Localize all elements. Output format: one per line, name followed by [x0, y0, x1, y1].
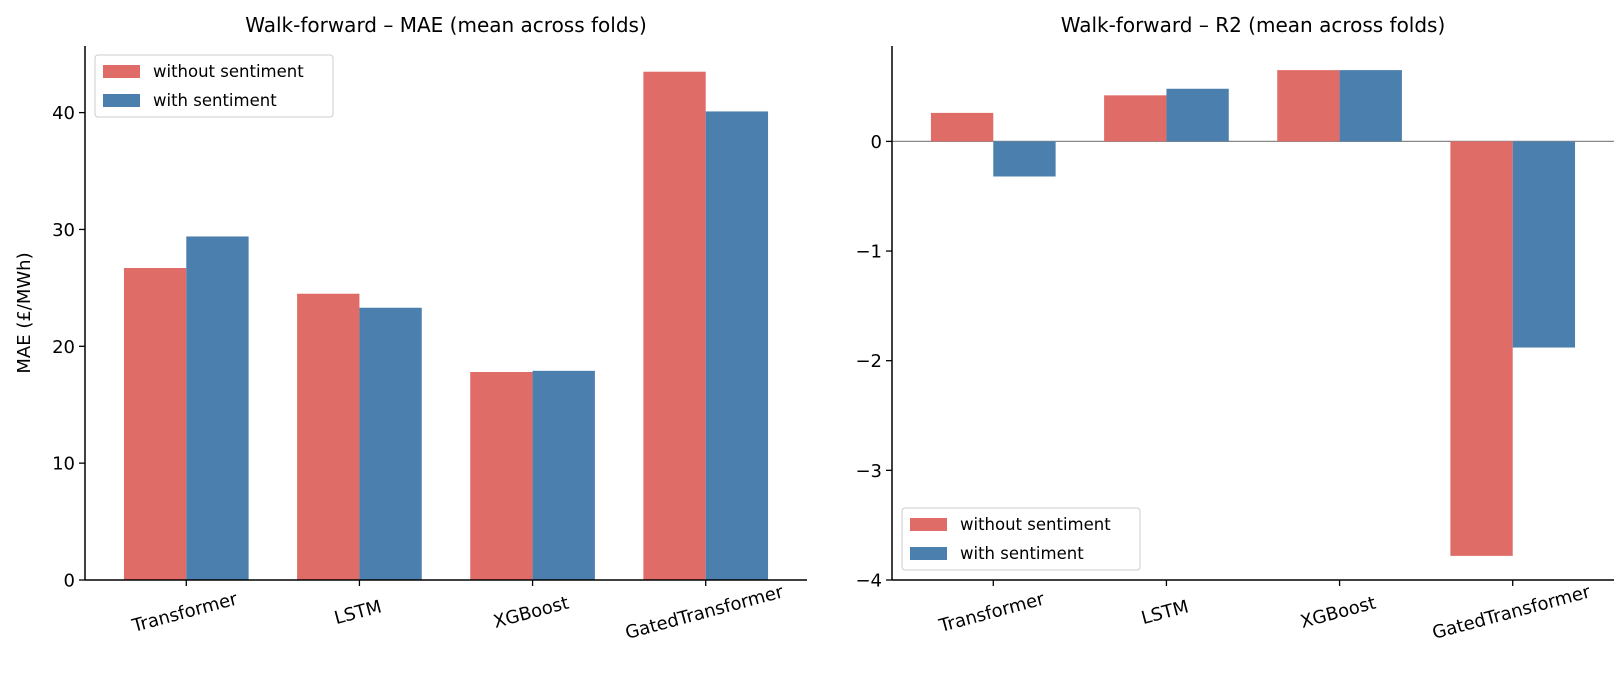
- mae-bar-without-sentiment-lstm: [297, 293, 360, 580]
- r2-x-tick-label: Transformer: [936, 588, 1047, 637]
- r2-legend-swatch: [910, 518, 947, 531]
- mae-y-tick-label: 10: [52, 454, 75, 475]
- mae-y-ticks: 0 10 20 30 40: [52, 103, 85, 592]
- r2-y-tick-label: −2: [855, 351, 882, 372]
- r2-legend-label: without sentiment: [960, 515, 1111, 534]
- r2-bar-without-sentiment-xgboost: [1277, 70, 1340, 142]
- r2-legend-frame: [901, 507, 1141, 571]
- mae-x-tick-label: XGBoost: [491, 593, 571, 633]
- mae-bars: [123, 71, 769, 580]
- mae-chart-title: Walk-forward – MAE (mean across folds): [245, 13, 647, 37]
- r2-bar-without-sentiment-transformer: [930, 112, 994, 142]
- mae-bar-without-sentiment-xgboost: [470, 372, 533, 580]
- mae-chart: Walk-forward – MAE (mean across folds) M…: [14, 13, 807, 644]
- mae-x-tick-label: GatedTransformer: [623, 581, 786, 644]
- r2-x-tick-label: GatedTransformer: [1430, 581, 1593, 644]
- mae-bar-with-sentiment-gatedtransformer: [705, 111, 769, 580]
- mae-x-tick-label: Transformer: [129, 588, 240, 637]
- r2-legend-swatch: [910, 547, 947, 560]
- r2-chart: Walk-forward – R2 (mean across folds) 0 −…: [855, 13, 1614, 644]
- mae-bar-with-sentiment-xgboost: [532, 370, 595, 580]
- mae-legend-label: without sentiment: [153, 62, 304, 81]
- r2-bar-with-sentiment-lstm: [1166, 88, 1229, 142]
- r2-y-tick-label: −1: [855, 242, 882, 263]
- r2-bar-with-sentiment-gatedtransformer: [1512, 141, 1576, 348]
- r2-legend: without sentiment with sentiment: [901, 507, 1141, 571]
- mae-legend-frame: [94, 54, 334, 118]
- r2-bar-without-sentiment-gatedtransformer: [1450, 141, 1513, 556]
- mae-y-axis-label: MAE (£/MWh): [14, 252, 35, 373]
- r2-x-tick-label: LSTM: [1139, 596, 1191, 629]
- mae-bar-without-sentiment-gatedtransformer: [643, 71, 706, 580]
- mae-legend-swatch: [103, 94, 140, 107]
- mae-bar-without-sentiment-transformer: [123, 268, 187, 580]
- r2-x-tick-label: XGBoost: [1298, 593, 1378, 633]
- mae-legend-label: with sentiment: [153, 91, 277, 110]
- mae-y-tick-label: 0: [64, 571, 75, 592]
- mae-x-ticks: Transformer LSTM XGBoost GatedTransformer: [129, 580, 786, 644]
- mae-x-tick-label: LSTM: [332, 596, 384, 629]
- r2-legend-label: with sentiment: [960, 544, 1084, 563]
- r2-bar-with-sentiment-transformer: [993, 141, 1056, 177]
- mae-legend: without sentiment with sentiment: [94, 54, 334, 118]
- mae-y-tick-label: 40: [52, 103, 75, 124]
- r2-x-ticks: Transformer LSTM XGBoost GatedTransformer: [936, 580, 1593, 644]
- r2-y-ticks: 0 −1 −2 −3 −4: [855, 132, 892, 592]
- mae-y-tick-label: 30: [52, 220, 75, 241]
- r2-bar-with-sentiment-xgboost: [1339, 70, 1402, 142]
- r2-y-tick-label: 0: [871, 132, 882, 153]
- mae-y-tick-label: 20: [52, 337, 75, 358]
- r2-bars: [930, 70, 1576, 556]
- r2-bar-without-sentiment-lstm: [1104, 95, 1167, 142]
- r2-y-tick-label: −4: [855, 571, 882, 592]
- r2-y-tick-label: −3: [855, 461, 882, 482]
- mae-bar-with-sentiment-lstm: [359, 307, 422, 580]
- mae-legend-swatch: [103, 65, 140, 78]
- r2-chart-title: Walk-forward – R2 (mean across folds): [1061, 13, 1446, 37]
- mae-bar-with-sentiment-transformer: [186, 236, 249, 580]
